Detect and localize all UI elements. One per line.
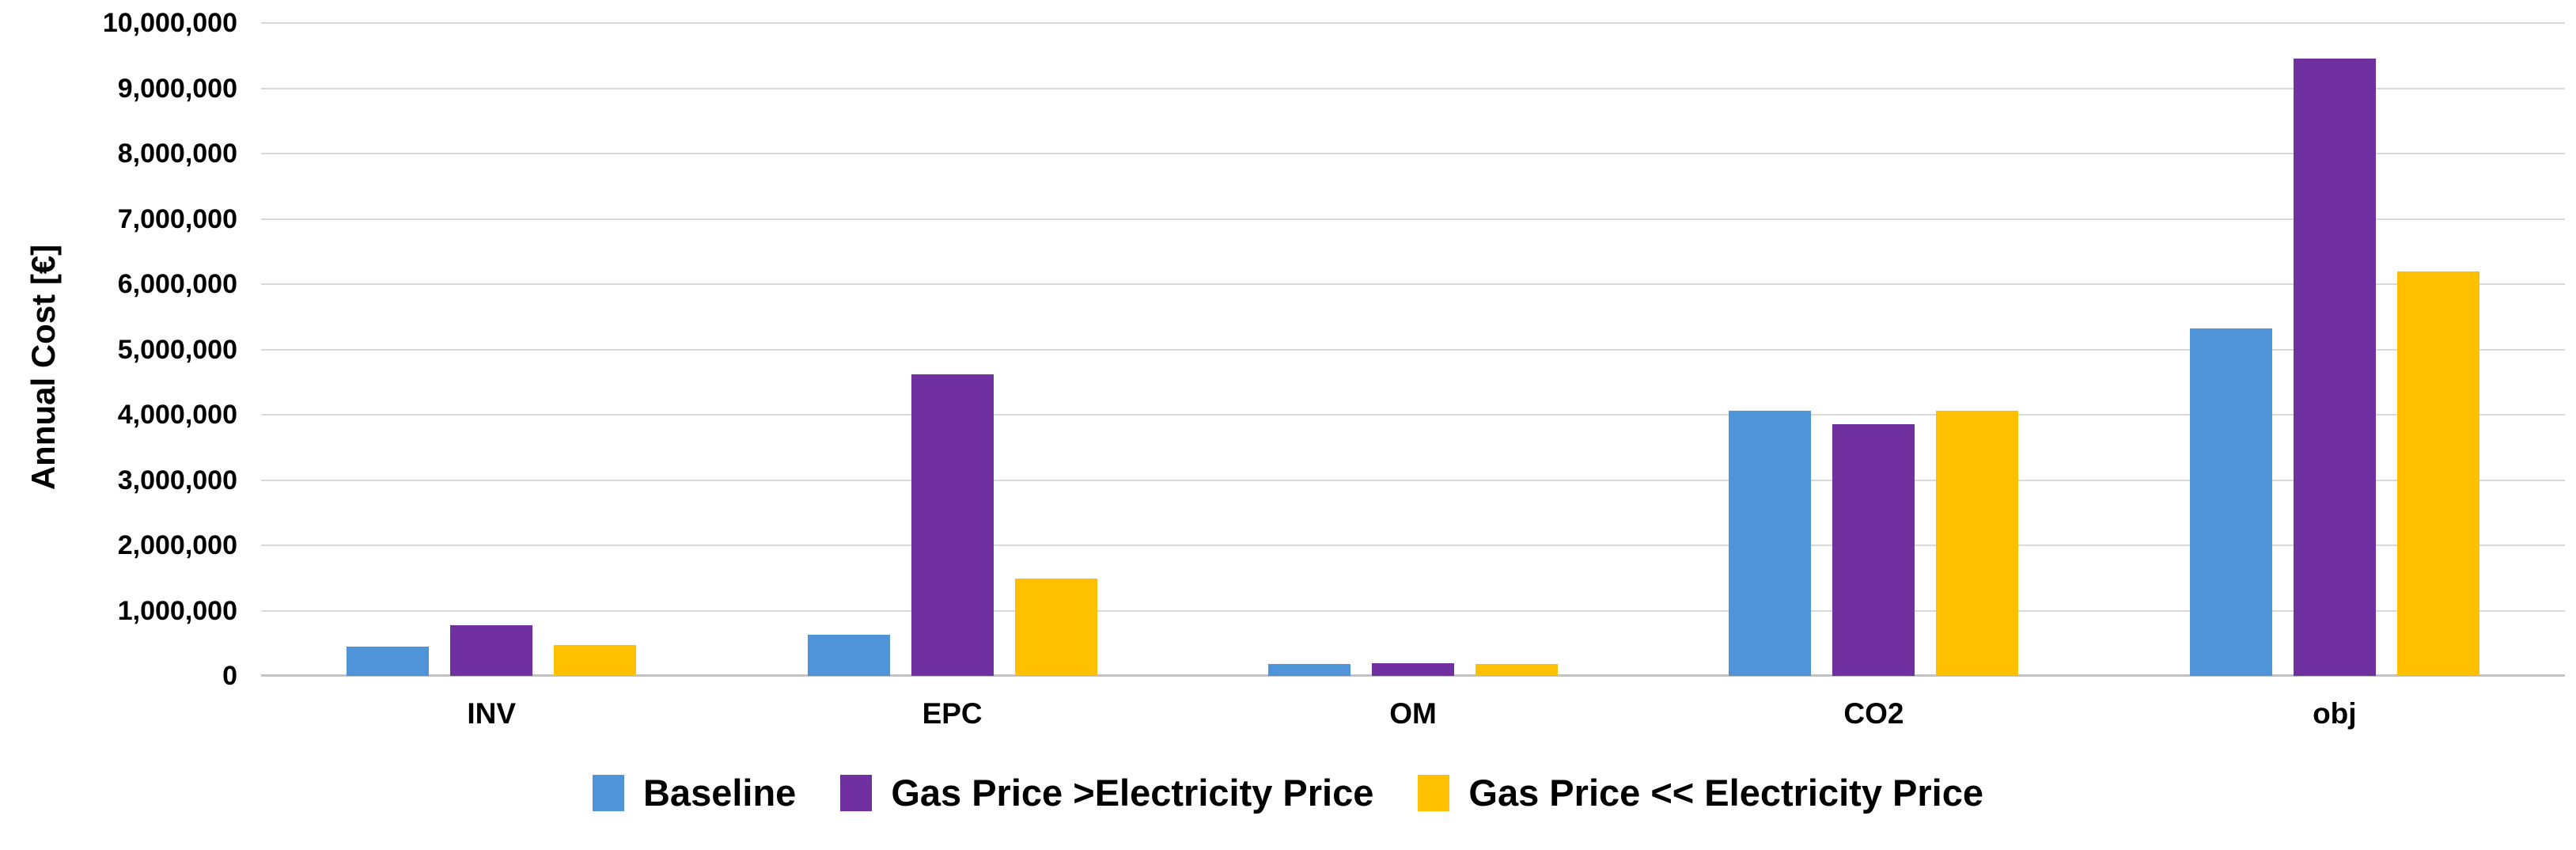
gridline (261, 218, 2565, 220)
y-tick-label: 8,000,000 (117, 139, 237, 169)
bar-group-OM (1183, 23, 1643, 676)
gridline (261, 479, 2565, 481)
gridline (261, 153, 2565, 154)
bar-EPC-baseline (807, 635, 890, 676)
x-label-CO2: CO2 (1843, 697, 1904, 730)
y-tick-label: 9,000,000 (117, 73, 237, 104)
y-tick-label: 5,000,000 (117, 334, 237, 365)
gridline (261, 348, 2565, 351)
bar-INV-gas-price-electricity-price (554, 645, 637, 676)
y-tick-label: 4,000,000 (117, 400, 237, 430)
x-label-EPC: EPC (922, 697, 983, 730)
bar-obj-gas-price-electricity-price (2396, 271, 2479, 676)
plot-area (261, 22, 2565, 677)
x-label-INV: INV (467, 697, 517, 730)
x-axis-category-labels: INV EPC OM CO2 obj (261, 696, 2565, 731)
bar-group-EPC (722, 23, 1182, 676)
bar-group-CO2 (1643, 23, 2104, 676)
bar-CO2-baseline (1729, 411, 1812, 676)
legend-label: Baseline (642, 772, 797, 814)
bar-obj-gas-price-electricity-price (2293, 59, 2376, 676)
bar-group-INV (261, 23, 722, 676)
y-tick-label: 6,000,000 (117, 269, 237, 299)
x-label-obj: obj (2313, 697, 2357, 730)
gridline (261, 545, 2565, 546)
legend-swatch-icon (840, 775, 873, 811)
y-tick-label: 7,000,000 (117, 203, 237, 234)
y-axis-tick-labels: 0 1,000,000 2,000,000 3,000,000 4,000,000 5,0… (0, 9, 237, 689)
legend: Baseline Gas Price >Electricity Price Gas … (0, 769, 2576, 817)
y-tick-label: 10,000,000 (102, 8, 237, 38)
x-label-OM: OM (1389, 697, 1437, 730)
bar-INV-baseline (347, 646, 430, 676)
gridline (261, 283, 2565, 285)
y-tick-label: 3,000,000 (117, 465, 237, 495)
bar-CO2-gas-price-electricity-price (1936, 411, 2019, 676)
y-tick-label: 2,000,000 (117, 530, 237, 560)
bar-INV-gas-price-electricity-price (450, 624, 533, 676)
bar-obj-baseline (2189, 328, 2272, 676)
legend-item: Gas Price >Electricity Price (840, 769, 1373, 817)
legend-item: Baseline (592, 769, 797, 817)
bar-groups (261, 23, 2565, 676)
bar-OM-baseline (1268, 664, 1351, 676)
legend-swatch-icon (1418, 775, 1450, 811)
gridline (261, 87, 2565, 89)
y-tick-label: 1,000,000 (117, 595, 237, 626)
legend-label: Gas Price << Electricity Price (1468, 772, 1983, 814)
bar-group-obj (2104, 23, 2565, 676)
y-tick-label: 0 (222, 661, 237, 691)
bar-OM-gas-price-electricity-price (1372, 663, 1455, 676)
legend-swatch-icon (592, 775, 624, 811)
gridline (261, 22, 2565, 24)
bar-CO2-gas-price-electricity-price (1832, 423, 1915, 676)
gridline (261, 414, 2565, 416)
legend-label: Gas Price >Electricity Price (891, 772, 1374, 814)
legend-item: Gas Price << Electricity Price (1418, 769, 1983, 817)
bar-EPC-gas-price-electricity-price (911, 374, 994, 676)
gridline (261, 609, 2565, 612)
bar-EPC-gas-price-electricity-price (1014, 579, 1097, 676)
bar-OM-gas-price-electricity-price (1476, 664, 1559, 676)
